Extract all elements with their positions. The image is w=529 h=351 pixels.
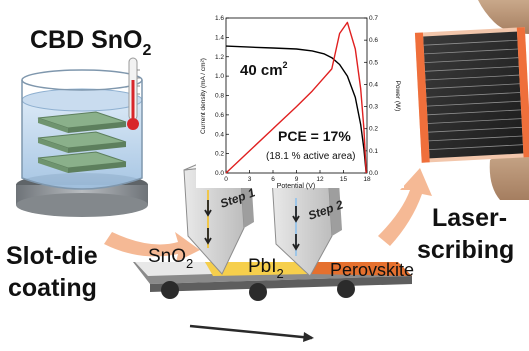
laser-title-line2: scribing (417, 236, 514, 264)
conveyor-belt-front (150, 276, 412, 292)
scribe-line (424, 57, 519, 63)
y-right-tick-label: 0.1 (369, 148, 378, 155)
x-tick-label: 9 (295, 176, 299, 183)
layer-perovskite-label: Perovskite (330, 260, 414, 280)
module-photo (414, 0, 529, 200)
module-right-contact (516, 27, 529, 158)
x-tick-label: 6 (271, 176, 275, 183)
y-left-tick-label: 0.2 (215, 151, 224, 158)
y-left-tick-label: 0.8 (215, 93, 224, 100)
layer-pbi2-region (205, 262, 310, 276)
slotdie-title-line1: Slot-die (6, 242, 98, 270)
y-right-tick-label: 0.2 (369, 126, 378, 133)
y-right-tick-label: 0.3 (369, 104, 378, 111)
y-left-tick-label: 0.4 (215, 131, 224, 138)
arrow-cbd-to-slotdie-icon (104, 232, 200, 262)
slotdie-machine: Step 1 Step 2 SnO2 PbI2 Perovskite (133, 157, 414, 342)
chart-annotation-pce: PCE = 17% (278, 128, 351, 144)
y-left-tick-label: 1.4 (215, 34, 224, 41)
y-right-tick-label: 0.0 (369, 170, 378, 177)
roller-1 (161, 281, 179, 299)
slotdie-title-line2: coating (8, 274, 97, 302)
belt-direction-arrow-icon (189, 324, 313, 340)
step2-feed-channel (295, 198, 297, 256)
step2-down-arrow-icon-2 (292, 234, 300, 251)
chart-ticks: 0 3 6 9 12 15 180.00.20.40.60.81.01.21.41.60.0… (215, 15, 378, 183)
thermometer-icon (127, 57, 140, 130)
power-curve-line (225, 21, 367, 174)
x-tick-label: 0 (224, 176, 228, 183)
chart-annotation-active-area: (18.1 % active area) (266, 151, 356, 162)
chart-annotation-area: 40 cm2 (240, 60, 288, 79)
hand-top (478, 0, 529, 34)
arrow-slotdie-to-laser-icon (378, 168, 432, 246)
x-tick-label: 15 (340, 176, 348, 183)
y-right-tick-label: 0.7 (369, 15, 378, 22)
substrate-stack (37, 111, 127, 173)
chart-ylabel-left: Current density (mA / cm²) (200, 58, 207, 134)
y-left-tick-label: 0.6 (215, 112, 224, 119)
roller-3 (337, 280, 355, 298)
x-tick-label: 3 (248, 176, 252, 183)
layer-sno2-region (135, 262, 213, 276)
scribe-line (429, 144, 523, 151)
jv-curve-line (225, 45, 367, 174)
hand-bottom (489, 149, 529, 200)
y-right-tick-label: 0.6 (369, 37, 378, 44)
scribe-line (426, 92, 521, 98)
scribe-line (428, 135, 523, 142)
beaker-rim (21, 69, 143, 91)
y-left-tick-label: 0.0 (215, 170, 224, 177)
scribe-line (423, 39, 518, 46)
x-tick-label: 18 (363, 176, 371, 183)
scribe-line (425, 83, 520, 90)
layer-perovskite-region (300, 262, 412, 276)
scribe-line (428, 126, 523, 133)
layer-pbi2-label: PbI2 (248, 256, 284, 281)
step1-down-arrow-icon (204, 200, 212, 217)
y-left-tick-label: 1.0 (215, 73, 224, 80)
scribe-line (427, 118, 522, 124)
module-left-contact (414, 32, 430, 163)
y-left-tick-label: 1.6 (215, 15, 224, 22)
jv-chart: 0 3 6 9 12 15 180.00.20.40.60.81.01.21.41.60.0… (196, 10, 404, 190)
roller-2 (249, 283, 267, 301)
scribe-line (427, 109, 522, 116)
step1-down-arrow-icon-2 (204, 228, 212, 245)
y-right-tick-label: 0.4 (369, 81, 378, 88)
x-tick-label: 12 (316, 176, 324, 183)
scribe-line (424, 48, 518, 55)
chart-xlabel: Potential (V) (277, 183, 316, 190)
scribe-lines (423, 39, 523, 151)
chart-series (225, 21, 367, 174)
hotplate-bottom (16, 193, 148, 217)
layer-sno2-label: SnO2 (148, 246, 193, 271)
chart-plot-area (225, 17, 368, 174)
water-surface (21, 88, 143, 112)
step1-feed-channel (207, 190, 209, 248)
scribe-line (425, 74, 520, 81)
cbd-beaker (16, 57, 148, 217)
y-left-tick-label: 1.2 (215, 54, 224, 61)
laser-title-line1: Laser- (432, 204, 507, 232)
step2-down-arrow-icon (292, 206, 300, 223)
scribe-line (424, 65, 519, 72)
y-right-tick-label: 0.5 (369, 59, 378, 66)
scribe-line (426, 100, 521, 107)
chart-ylabel-right: Power (W) (394, 81, 401, 112)
beaker-wall (21, 80, 143, 190)
cbd-title: CBD SnO2 (30, 26, 152, 59)
